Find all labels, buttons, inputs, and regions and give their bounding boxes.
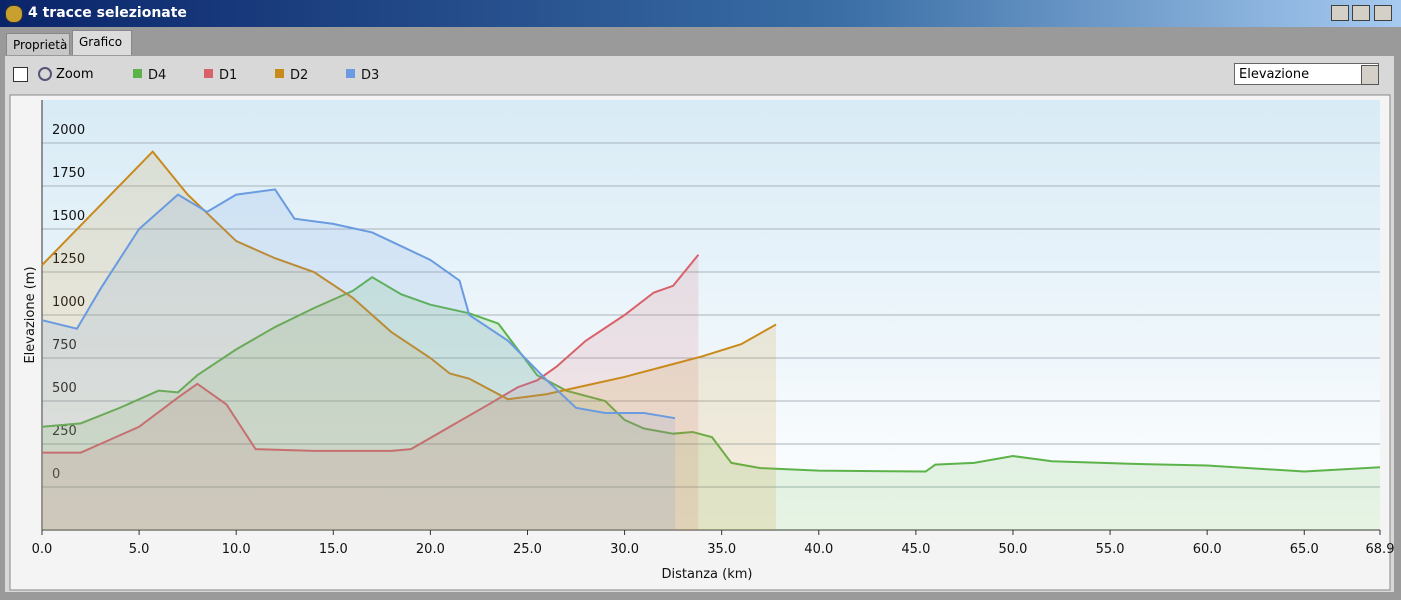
x-tick-label: 35.0 [707, 542, 736, 557]
legend-label: D3 [361, 68, 379, 83]
legend-label: D1 [219, 68, 237, 83]
dropdown-button[interactable] [1361, 65, 1379, 85]
x-tick-label: 0.0 [32, 542, 53, 557]
app-icon [5, 5, 23, 23]
legend-swatch [275, 69, 284, 78]
area-fill [42, 151, 777, 530]
x-tick-label: 10.0 [222, 542, 251, 557]
zoom-label: Zoom [56, 67, 94, 82]
series-line [42, 254, 700, 454]
tab[interactable]: Proprietà [6, 33, 70, 55]
y-tick-label: 1500 [52, 209, 85, 224]
series-line [41, 188, 676, 420]
y-tick-label: 1000 [52, 295, 85, 310]
tab-active[interactable]: Grafico [72, 30, 132, 55]
x-tick-label: 60.0 [1193, 542, 1222, 557]
x-tick-label: 68.9 [1366, 542, 1395, 557]
y-tick-label: 250 [52, 424, 77, 439]
y-tick-label: 1250 [52, 252, 85, 267]
y-tick-label: 1750 [52, 166, 85, 181]
x-tick-label: 15.0 [319, 542, 348, 557]
y-tick-label: 750 [52, 338, 77, 353]
series-line [41, 150, 777, 401]
x-tick-label: 5.0 [129, 542, 150, 557]
legend-swatch [204, 69, 213, 78]
x-tick-label: 65.0 [1290, 542, 1319, 557]
x-tick-label: 55.0 [1096, 542, 1125, 557]
legend-swatch [133, 69, 142, 78]
window-title: 4 tracce selezionate [28, 5, 187, 21]
x-tick-label: 40.0 [804, 542, 833, 557]
minimize-button[interactable] [1331, 5, 1349, 21]
legend-label: D2 [290, 68, 308, 83]
area-fill [42, 189, 676, 530]
y-tick-label: 0 [52, 467, 60, 482]
legend-label: D4 [148, 68, 166, 83]
x-tick-label: 20.0 [416, 542, 445, 557]
zoom-icon [38, 67, 52, 81]
x-tick-label: 30.0 [610, 542, 639, 557]
title-bar [0, 0, 1401, 27]
series-line [41, 275, 1381, 473]
y-tick-label: 500 [52, 381, 77, 396]
y-tick-label: 2000 [52, 123, 85, 138]
x-axis-label: Distanza (km) [662, 567, 753, 582]
close-button[interactable] [1374, 5, 1392, 21]
zoom-checkbox[interactable] [13, 67, 28, 82]
area-fill [42, 277, 1380, 530]
y-axis-label: Elevazione (m) [23, 266, 38, 363]
area-fill [42, 254, 699, 531]
x-tick-label: 25.0 [513, 542, 542, 557]
x-tick-label: 50.0 [998, 542, 1027, 557]
x-tick-label: 45.0 [901, 542, 930, 557]
maximize-button[interactable] [1352, 5, 1370, 21]
legend-swatch [346, 69, 355, 78]
